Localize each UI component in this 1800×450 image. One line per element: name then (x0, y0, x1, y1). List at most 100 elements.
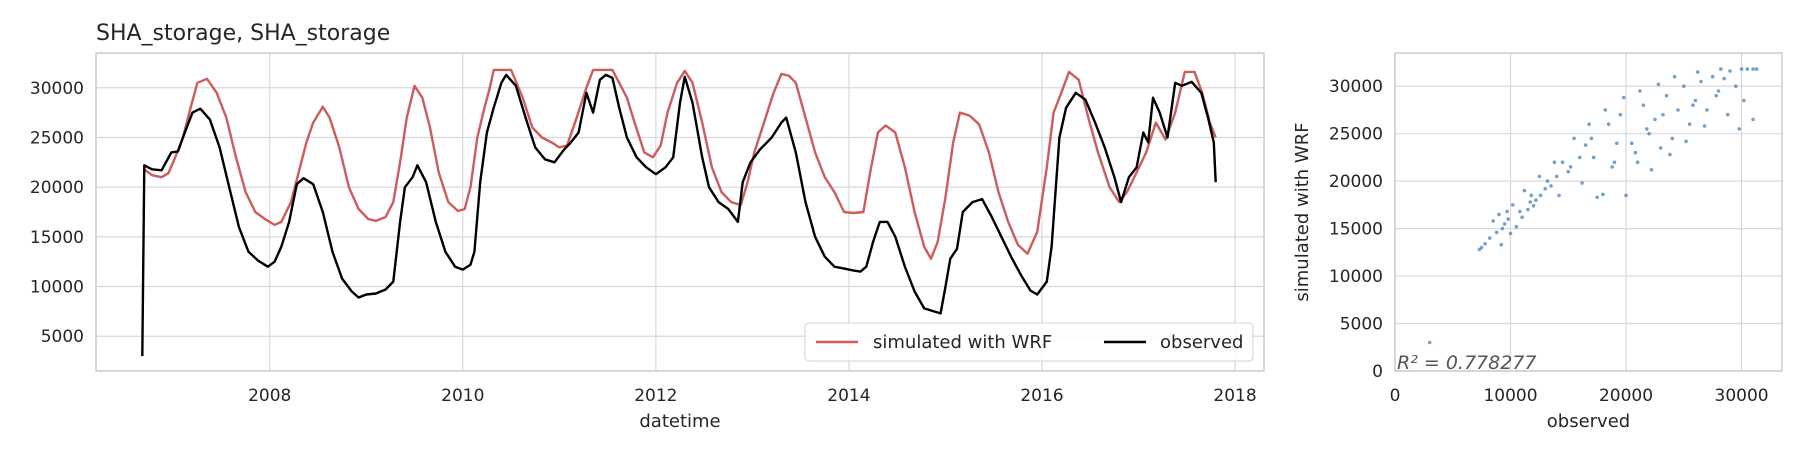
scatter-y-tick-label: 10000 (1329, 267, 1383, 287)
scatter-point (1549, 184, 1553, 188)
scatter-point (1668, 152, 1672, 157)
scatter-point (1538, 193, 1543, 198)
scatter-point (1682, 84, 1686, 88)
scatter-point (1606, 122, 1611, 126)
scatter-point (1658, 146, 1663, 150)
scatter-point (1687, 122, 1692, 126)
scatter-point (1595, 195, 1599, 200)
scatter-y-axis-label: simulated with WRF (1292, 122, 1313, 301)
scatter-point (1719, 67, 1723, 71)
y-tick-label: 10000 (30, 278, 84, 298)
scatter-point (1528, 200, 1532, 204)
timeseries-y-ticks: 5000 10000 15000 20000 25000 30000 (30, 79, 84, 347)
scatter-point (1554, 174, 1559, 179)
scatter-frame (1394, 52, 1783, 372)
scatter-point (1751, 67, 1755, 71)
scatter-point (1580, 181, 1584, 185)
simulated-series-line (143, 68, 1217, 260)
scatter-point (1716, 89, 1721, 93)
scatter-point (1603, 108, 1608, 112)
scatter-point (1672, 74, 1677, 79)
scatter-point (1560, 160, 1565, 164)
scatter-point (1710, 74, 1715, 79)
x-tick-label: 2008 (248, 386, 291, 406)
scatter-grid (1394, 53, 1782, 372)
scatter-point (1601, 192, 1605, 197)
scatter-point (1427, 340, 1432, 345)
scatter-y-tick-label: 30000 (1329, 77, 1383, 97)
scatter-point (1645, 127, 1649, 131)
scatter-point (1722, 76, 1726, 81)
scatter-x-tick-label: 0 (1390, 386, 1401, 406)
scatter-point (1728, 69, 1732, 73)
chart-title: SHA_storage, SHA_storage (96, 21, 390, 46)
scatter-point (1641, 103, 1646, 107)
scatter-point (1494, 230, 1499, 235)
scatter-point (1500, 226, 1505, 231)
scatter-point (1543, 186, 1547, 191)
scatter-point (1522, 188, 1527, 193)
legend: simulated with WRF observed (804, 322, 1254, 362)
x-axis-label: datetime (639, 411, 720, 432)
scatter-point (1508, 231, 1513, 236)
scatter-point (1479, 245, 1484, 250)
scatter-point (1638, 89, 1642, 93)
scatter-point (1487, 236, 1492, 240)
scatter-x-ticks: 0 10000 20000 30000 (1390, 386, 1769, 406)
scatter-point (1664, 93, 1669, 98)
scatter-point (1499, 242, 1504, 247)
scatter-chart: 0 10000 20000 30000 0 5000 10000 15000 20000 250… (1292, 52, 1783, 432)
scatter-point (1714, 93, 1718, 98)
scatter-point (1572, 136, 1576, 141)
scatter-point (1676, 108, 1680, 112)
x-tick-label: 2018 (1213, 386, 1256, 406)
scatter-point (1751, 117, 1755, 122)
r-squared-annotation: R² = 0.778277 (1397, 352, 1536, 374)
scatter-point (1739, 67, 1744, 71)
scatter-point (1587, 122, 1591, 126)
timeseries-frame (95, 52, 1265, 372)
scatter-point (1589, 136, 1594, 141)
scatter-point (1583, 143, 1588, 147)
y-tick-label: 15000 (30, 228, 84, 248)
scatter-point (1699, 79, 1703, 84)
scatter-point (1531, 204, 1536, 208)
scatter-point (1684, 139, 1688, 144)
scatter-y-tick-label: 0 (1372, 362, 1383, 382)
scatter-point (1705, 108, 1709, 112)
scatter-point (1511, 203, 1515, 207)
scatter-point (1618, 112, 1623, 117)
scatter-point (1578, 155, 1582, 160)
scatter-point (1693, 98, 1698, 103)
scatter-point (1725, 112, 1730, 117)
legend-label: observed (1160, 332, 1243, 353)
scatter-point (1633, 150, 1638, 155)
scatter-point (1702, 124, 1707, 128)
timeseries-grid (96, 53, 1264, 371)
scatter-point (1534, 198, 1538, 202)
y-tick-label: 20000 (30, 178, 84, 198)
timeseries-lines (141, 68, 1217, 357)
x-tick-label: 2014 (827, 386, 870, 406)
scatter-point (1506, 217, 1510, 221)
y-tick-label: 30000 (30, 79, 84, 99)
scatter-point (1661, 112, 1665, 117)
y-tick-label: 5000 (41, 327, 84, 347)
legend-box (804, 322, 1254, 362)
scatter-point (1520, 215, 1524, 219)
x-tick-label: 2010 (441, 386, 484, 406)
scatter-point (1502, 222, 1507, 226)
scatter-point (1621, 95, 1626, 100)
scatter-point (1483, 242, 1487, 246)
scatter-y-tick-label: 15000 (1329, 220, 1383, 240)
scatter-y-tick-label: 25000 (1329, 125, 1383, 145)
scatter-point (1737, 127, 1742, 131)
scatter-x-axis-label: observed (1547, 411, 1630, 432)
scatter-points (1427, 67, 1759, 345)
scatter-point (1505, 209, 1509, 214)
scatter-y-tick-label: 5000 (1340, 315, 1383, 335)
scatter-point (1649, 168, 1654, 172)
y-tick-label: 25000 (30, 128, 84, 148)
scatter-point (1734, 84, 1738, 88)
scatter-x-tick-label: 20000 (1599, 386, 1653, 406)
